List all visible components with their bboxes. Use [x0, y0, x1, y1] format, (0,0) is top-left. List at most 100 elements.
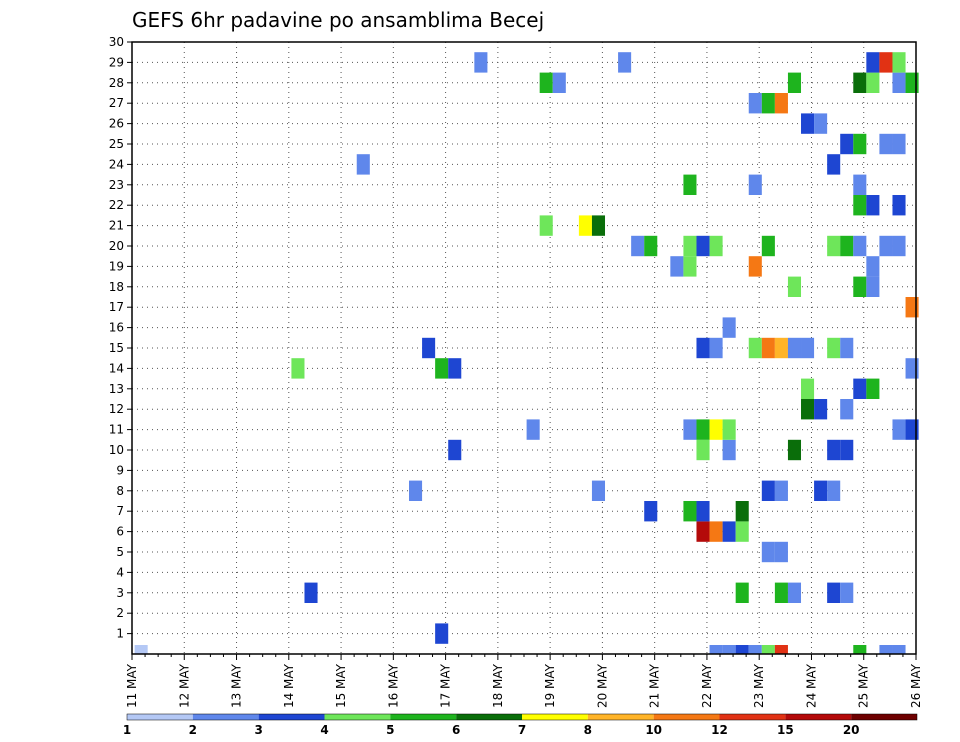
data-cell: [304, 582, 318, 603]
data-cell: [774, 480, 788, 501]
y-tick-label: 27: [109, 96, 124, 110]
y-tick-label: 5: [116, 545, 124, 559]
data-cell: [814, 113, 828, 134]
x-tick-label: 26 MAY: [909, 663, 923, 708]
x-tick-label: 17 MAY: [439, 663, 453, 708]
data-cell: [853, 378, 867, 399]
data-cell: [866, 195, 880, 216]
chart-title: GEFS 6hr padavine po ansamblima Becej: [132, 8, 544, 32]
y-tick-label: 21: [109, 219, 124, 233]
data-cell: [735, 582, 749, 603]
x-tick-label: 20 MAY: [595, 663, 609, 708]
y-tick-label: 11: [109, 423, 124, 437]
data-cell: [696, 419, 710, 440]
data-cell: [774, 582, 788, 603]
data-cell: [722, 419, 736, 440]
data-cell: [761, 93, 775, 114]
data-cell: [696, 439, 710, 461]
data-cell: [814, 399, 828, 420]
data-cell: [827, 582, 841, 603]
y-tick-label: 15: [109, 341, 124, 355]
y-tick-label: 6: [116, 525, 124, 539]
data-cell: [892, 645, 906, 654]
y-tick-label: 7: [116, 504, 124, 518]
data-cell: [787, 337, 802, 359]
data-cell: [801, 378, 815, 399]
y-tick-label: 16: [109, 321, 124, 335]
data-cell: [892, 72, 906, 93]
grid-lines: [132, 42, 916, 654]
data-cell: [892, 52, 906, 73]
data-cell: [814, 480, 828, 501]
x-tick-label: 23 MAY: [752, 663, 766, 708]
data-cell: [853, 174, 867, 195]
data-cell: [827, 439, 841, 461]
data-cell: [735, 501, 749, 522]
x-tick-label: 14 MAY: [282, 663, 296, 708]
y-tick-label: 14: [109, 361, 124, 375]
data-cell: [801, 113, 815, 134]
y-tick-label: 8: [116, 484, 124, 498]
data-cell: [853, 276, 867, 297]
color-legend: 1 2 3 4 5 6 7 8 10 12 15 20: [123, 713, 918, 737]
y-axis: 1234567891011121314151617181920212223242…: [109, 35, 132, 641]
y-tick-label: 23: [109, 178, 124, 192]
data-cell: [683, 174, 697, 195]
data-cell: [709, 419, 723, 440]
y-tick-label: 29: [109, 55, 124, 69]
data-cell: [709, 521, 723, 542]
data-cell: [709, 645, 723, 654]
x-tick-label: 25 MAY: [857, 663, 871, 708]
data-cell: [683, 501, 697, 522]
data-cell: [435, 358, 449, 379]
data-cell: [866, 72, 880, 93]
legend-label: 1: [123, 723, 131, 737]
data-cell: [735, 645, 749, 654]
data-cell: [539, 215, 553, 236]
data-cell: [683, 419, 697, 440]
y-tick-label: 19: [109, 259, 124, 273]
legend-label: 4: [320, 723, 328, 737]
data-cell: [801, 399, 815, 420]
legend-swatch: [258, 714, 325, 720]
y-tick-label: 26: [109, 117, 124, 131]
data-cell: [748, 645, 762, 654]
y-tick-label: 12: [109, 402, 124, 416]
data-cell: [722, 317, 736, 338]
x-tick-label: 15 MAY: [334, 663, 348, 708]
data-cell: [761, 480, 775, 501]
data-cell: [474, 52, 488, 73]
data-cell: [892, 133, 906, 155]
data-cell: [761, 337, 775, 359]
data-cell: [683, 235, 697, 257]
data-cell: [866, 276, 880, 297]
data-cell: [879, 133, 893, 155]
data-cells: [134, 52, 919, 654]
legend-swatch: [851, 714, 917, 720]
data-cell: [578, 215, 592, 236]
legend-label: 2: [189, 723, 197, 737]
data-cell: [787, 439, 802, 461]
x-tick-label: 11 MAY: [125, 663, 139, 708]
data-cell: [866, 378, 880, 399]
data-cell: [591, 215, 606, 236]
y-tick-label: 30: [109, 35, 124, 49]
data-cell: [670, 256, 684, 277]
data-cell: [134, 645, 148, 654]
y-tick-label: 22: [109, 198, 124, 212]
data-cell: [291, 358, 305, 379]
x-tick-label: 24 MAY: [804, 663, 818, 708]
x-tick-label: 13 MAY: [230, 663, 244, 708]
legend-swatch: [127, 714, 193, 720]
data-cell: [356, 154, 370, 175]
data-cell: [722, 645, 736, 654]
legend-label: 20: [843, 723, 860, 737]
data-cell: [853, 235, 867, 257]
x-tick-label: 19 MAY: [543, 663, 557, 708]
legend-label: 12: [711, 723, 728, 737]
data-cell: [722, 521, 736, 542]
data-cell: [866, 256, 880, 277]
data-cell: [761, 645, 775, 654]
data-cell: [840, 337, 854, 359]
